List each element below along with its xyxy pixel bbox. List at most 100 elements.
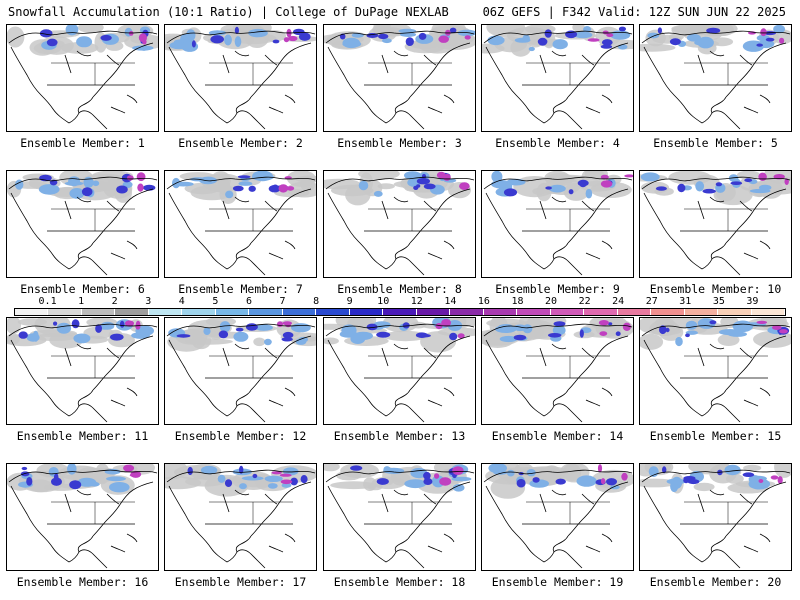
colorbar-swatch (316, 309, 350, 315)
ensemble-panel: Ensemble Member: 6 (6, 170, 159, 304)
colorbar-tick-label: 18 (511, 296, 524, 307)
colorbar-tick-label: 24 (612, 296, 625, 307)
ensemble-panel: Ensemble Member: 11 (6, 317, 159, 451)
ensemble-panel: Ensemble Member: 12 (164, 317, 317, 451)
colorbar-swatch (349, 309, 384, 315)
ensemble-member-label: Ensemble Member: 13 (333, 429, 466, 443)
ensemble-panel: Ensemble Member: 16 (6, 463, 159, 597)
ensemble-panel: Ensemble Member: 5 (639, 24, 792, 158)
colorbar-tick-label: 39 (746, 296, 759, 307)
snowfall-map (481, 170, 634, 278)
colorbar-tick-label: 1 (78, 296, 85, 307)
colorbar-tick-label: 2 (111, 296, 118, 307)
colorbar-tick-label: 20 (545, 296, 558, 307)
colorbar-tick-label: 5 (212, 296, 219, 307)
colorbar-swatch (81, 309, 116, 315)
colorbar-tick-label: 9 (346, 296, 353, 307)
ensemble-member-label: Ensemble Member: 4 (495, 136, 620, 150)
ensemble-panel: Ensemble Member: 14 (481, 317, 634, 451)
colorbar-swatch (617, 309, 652, 315)
colorbar-swatch (584, 309, 618, 315)
colorbar-tick-label: 22 (578, 296, 591, 307)
colorbar-swatch (550, 309, 585, 315)
ensemble-panel: Ensemble Member: 7 (164, 170, 317, 304)
colorbar-tick-label: 3 (145, 296, 152, 307)
colorbar-tick-label: 31 (679, 296, 692, 307)
ensemble-member-label: Ensemble Member: 8 (337, 282, 462, 296)
snowfall-map (6, 463, 159, 571)
ensemble-member-label: Ensemble Member: 19 (491, 575, 624, 589)
colorbar-swatch (684, 309, 719, 315)
ensemble-member-label: Ensemble Member: 2 (178, 136, 303, 150)
ensemble-panel: Ensemble Member: 13 (323, 317, 476, 451)
colorbar-swatch (148, 309, 183, 315)
colorbar-tick-label: 7 (279, 296, 286, 307)
colorbar-tick-label: 14 (444, 296, 457, 307)
colorbar-swatch (483, 309, 518, 315)
ensemble-panel: Ensemble Member: 9 (481, 170, 634, 304)
snowfall-map (323, 463, 476, 571)
ensemble-panel: Ensemble Member: 10 (639, 170, 792, 304)
colorbar-tick-label: 0.1 (38, 296, 57, 307)
colorbar-swatch (249, 309, 283, 315)
ensemble-member-label: Ensemble Member: 1 (20, 136, 145, 150)
ensemble-panel: Ensemble Member: 8 (323, 170, 476, 304)
colorbar-swatch (215, 309, 250, 315)
ensemble-member-label: Ensemble Member: 11 (16, 429, 149, 443)
ensemble-member-label: Ensemble Member: 17 (174, 575, 307, 589)
ensemble-member-label: Ensemble Member: 6 (20, 282, 145, 296)
ensemble-panel: Ensemble Member: 17 (164, 463, 317, 597)
ensemble-member-label: Ensemble Member: 3 (337, 136, 462, 150)
snowfall-map (6, 24, 159, 132)
header: Snowfall Accumulation (10:1 Ratio) | Col… (0, 0, 800, 24)
ensemble-panel: Ensemble Member: 18 (323, 463, 476, 597)
colorbar-tick-label: 8 (313, 296, 320, 307)
snowfall-map (323, 170, 476, 278)
snowfall-map (481, 317, 634, 425)
colorbar-swatch (15, 309, 49, 315)
colorbar-swatch (651, 309, 685, 315)
ensemble-member-label: Ensemble Member: 5 (653, 136, 778, 150)
colorbar-swatch (182, 309, 216, 315)
ensemble-panel: Ensemble Member: 3 (323, 24, 476, 158)
ensemble-member-label: Ensemble Member: 18 (333, 575, 466, 589)
ensemble-panel: Ensemble Member: 2 (164, 24, 317, 158)
colorbar-swatch (517, 309, 551, 315)
ensemble-panel: Ensemble Member: 15 (639, 317, 792, 451)
snowfall-colorbar: 0.1 1 2 3 4 5 6 7 8 9 10 12 14 16 18 20 22 24 27 31 35 39 (14, 296, 786, 320)
ensemble-member-label: Ensemble Member: 12 (174, 429, 307, 443)
colorbar-tick-label: 10 (377, 296, 390, 307)
colorbar-swatch (383, 309, 417, 315)
run-valid-time: 06Z GEFS | F342 Valid: 12Z SUN JUN 22 20… (482, 5, 786, 19)
ensemble-member-label: Ensemble Member: 10 (649, 282, 782, 296)
colorbar-tick-label: 4 (178, 296, 185, 307)
colorbar-scale (14, 308, 786, 316)
ensemble-panel: Ensemble Member: 4 (481, 24, 634, 158)
snowfall-map (481, 463, 634, 571)
ensemble-member-label: Ensemble Member: 9 (495, 282, 620, 296)
colorbar-swatch (282, 309, 317, 315)
snowfall-map (323, 24, 476, 132)
ensemble-member-label: Ensemble Member: 14 (491, 429, 624, 443)
colorbar-swatch (416, 309, 451, 315)
colorbar-tick-label: 16 (477, 296, 490, 307)
ensemble-member-label: Ensemble Member: 7 (178, 282, 303, 296)
colorbar-swatch (115, 309, 149, 315)
ensemble-member-label: Ensemble Member: 20 (649, 575, 782, 589)
snowfall-map (6, 170, 159, 278)
snowfall-map (639, 24, 792, 132)
snowfall-map (639, 170, 792, 278)
snowfall-map (164, 463, 317, 571)
colorbar-labels: 0.1 1 2 3 4 5 6 7 8 9 10 12 14 16 18 20 22 24 27 31 35 39 (14, 296, 786, 308)
colorbar-swatch (718, 309, 752, 315)
colorbar-swatch (48, 309, 82, 315)
ensemble-member-label: Ensemble Member: 15 (649, 429, 782, 443)
colorbar-tick-label: 6 (245, 296, 252, 307)
colorbar-tick-label: 35 (712, 296, 725, 307)
snowfall-map (164, 24, 317, 132)
colorbar-tick-label: 27 (645, 296, 658, 307)
snowfall-map (639, 463, 792, 571)
ensemble-panel: Ensemble Member: 1 (6, 24, 159, 158)
ensemble-member-label: Ensemble Member: 16 (16, 575, 149, 589)
ensemble-panel: Ensemble Member: 20 (639, 463, 792, 597)
